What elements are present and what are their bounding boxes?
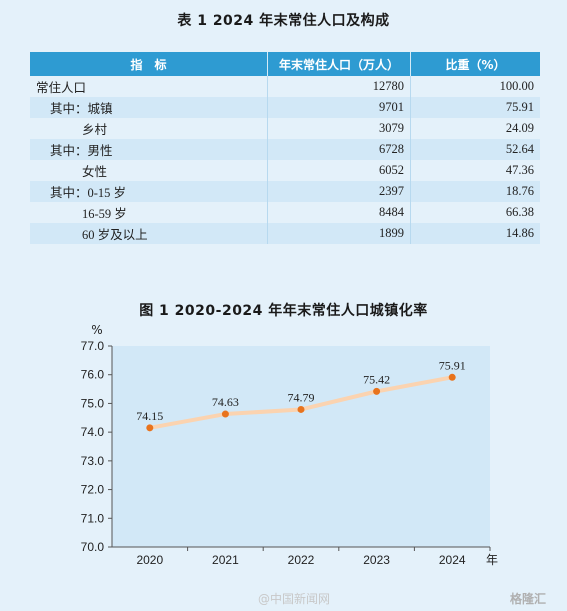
row-population: 6052 [267,160,411,181]
data-label: 74.79 [288,390,315,404]
row-population: 6728 [267,139,411,160]
chart-title: 图 1 2020-2024 年年末常住人口城镇化率 [139,303,428,319]
x-tick-label: 2023 [363,553,390,567]
y-tick-label: 74.0 [81,425,105,439]
x-tick-label: 2021 [212,553,239,567]
y-axis-unit: % [91,323,102,337]
data-label: 74.15 [136,409,163,423]
weibo-watermark: @中国新闻网 [258,592,331,606]
y-tick-label: 77.0 [81,339,105,353]
row-share: 66.38 [505,205,534,219]
y-tick-label: 71.0 [81,511,105,525]
x-tick-label: 2020 [136,553,163,567]
row-label: 女性 [30,160,268,181]
header-population: 年末常住人口（万人） [267,52,411,76]
y-tick-label: 76.0 [81,368,105,382]
plot-area [112,346,490,547]
x-tick-label: 2022 [288,553,315,567]
table-header-row: 指 标 年末常住人口（万人） 比重（%） [30,52,540,76]
row-label: 其中：城镇 [30,97,268,118]
y-tick-label: 72.0 [81,483,105,497]
row-share: 52.64 [410,139,540,160]
row-population: 9701 [267,97,411,118]
table-row: 16-59 岁 8484 66.38 [30,202,540,223]
header-indicator: 指 标 [30,52,268,76]
row-label: 其中：0-15 岁 [30,181,268,202]
row-population: 12780 [267,76,411,97]
row-population: 3079 [267,118,411,139]
row-label: 乡村 [30,118,268,139]
table-row: 乡村 3079 24.09 [30,118,540,139]
row-label: 60 岁及以上 [30,223,268,244]
y-tick-label: 73.0 [81,454,105,468]
brand-watermark: 格隆汇 [510,592,547,606]
data-point [373,387,381,395]
table-row: 其中：0-15 岁 2397 18.76 [30,181,540,202]
row-label: 其中：男性 [30,139,268,160]
row-share: 24.09 [505,121,534,135]
y-tick-label: 70.0 [81,540,105,554]
data-label: 74.63 [212,395,239,409]
row-share: 14.86 [410,223,540,244]
row-population: 8484 [267,202,411,223]
row-label: 16-59 岁 [30,202,268,223]
row-population: 2397 [267,181,411,202]
table-row: 常住人口 12780 100.00 [30,76,540,97]
population-table: 指 标 年末常住人口（万人） 比重（%） 常住人口 12780 100.00 其中：城… [30,52,540,244]
row-population: 1899 [267,223,411,244]
data-point [146,424,154,432]
x-axis-unit: 年 [486,553,498,567]
table-row: 60 岁及以上 1899 14.86 [30,223,540,244]
row-label: 常住人口 [30,76,268,97]
data-point [448,373,456,381]
table-row: 女性 6052 47.36 [30,160,540,181]
y-tick-label: 75.0 [81,396,105,410]
data-point [297,405,305,413]
row-share: 100.00 [499,79,534,93]
row-share: 18.76 [410,181,540,202]
data-label: 75.91 [439,358,466,372]
header-share: 比重（%） [410,52,540,76]
data-point [221,410,229,418]
x-tick-label: 2024 [439,553,466,567]
table-row: 其中：男性 6728 52.64 [30,139,540,160]
data-label: 75.42 [363,372,390,386]
row-share: 75.91 [410,97,540,118]
table-row: 其中：城镇 9701 75.91 [30,97,540,118]
row-share: 47.36 [505,163,534,177]
table-title: 表 1 2024 年末常住人口及构成 [177,13,390,29]
